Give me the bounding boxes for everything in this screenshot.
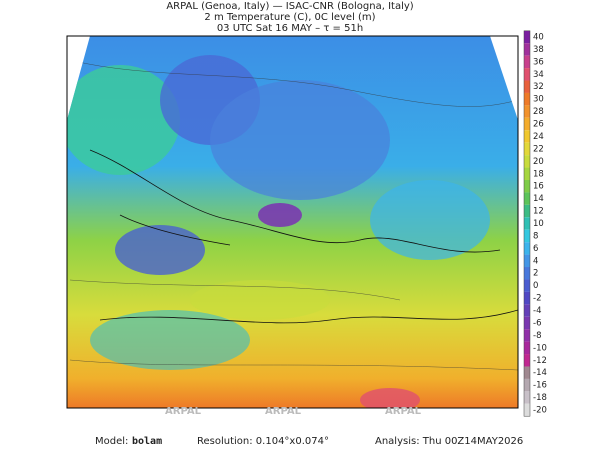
colorbar-cell [524,30,530,44]
colorbar-label: 16 [533,182,544,192]
footer-analysis: Analysis: Thu 00Z14MAY2026 [375,436,523,447]
colorbar-label: 18 [533,169,544,179]
colorbar-cell [524,192,530,205]
colorbar-cell [524,378,530,392]
watermark: ARPAL [265,406,302,417]
colorbar-cell [524,366,530,379]
colorbar-label: 40 [533,33,544,43]
map [67,36,518,408]
colorbar-cell [524,279,530,292]
colorbar-frame [523,30,531,417]
colorbar-cell [524,254,530,268]
colorbar-label: -20 [533,406,547,416]
colorbar-label: -10 [533,343,547,353]
colorbar-label: -12 [533,356,547,366]
colorbar-cell [524,68,530,81]
colorbar-cell [524,329,530,342]
colorbar-label: 22 [533,144,544,154]
colorbar-label: 38 [533,45,544,55]
colorbar-cell [524,179,530,193]
colorbar-label: -6 [533,318,541,328]
colorbar-label: 0 [533,281,538,291]
colorbar-label: -18 [533,393,547,403]
colorbar-label: 4 [533,256,538,266]
colorbar-cell [524,304,530,317]
colorbar-cell [524,403,530,417]
colorbar-cell [524,43,530,56]
colorbar-label: 24 [533,132,544,142]
colorbar-cell [524,130,530,143]
colorbar-cell [524,267,530,280]
colorbar-label: -14 [533,368,547,378]
colorbar-cell [524,117,530,131]
colorbar-cell [524,167,530,180]
footer-model-label: Model: [95,436,128,447]
colorbar-cell [524,242,530,255]
colorbar-label: 6 [533,244,538,254]
colorbar-label: 30 [533,95,544,105]
colorbar-label: -16 [533,381,547,391]
colorbar-label: 28 [533,107,544,117]
colorbar-label: 8 [533,231,538,241]
colorbar-label: 12 [533,207,544,217]
colorbar-label: 32 [533,82,544,92]
colorbar-cell [524,316,530,330]
colorbar-label: 20 [533,157,544,167]
colorbar-cell [524,142,530,156]
colorbar-label: -4 [533,306,541,316]
colorbar-cell [524,80,530,93]
colorbar: 4038363432302826242220181614121086420-2-… [523,30,547,417]
colorbar-cell [524,155,530,168]
header-line: ARPAL (Genoa, Italy) — ISAC-CNR (Bologna… [166,1,413,12]
colorbar-label: 26 [533,120,544,130]
header-line: 2 m Temperature (C), 0C level (m) [204,12,375,23]
map-frame [66,35,519,409]
colorbar-label: 36 [533,57,544,67]
colorbar-cell [524,92,530,106]
colorbar-cell [524,341,530,355]
colorbar-cell [524,204,530,218]
footer-model: bolam [132,436,162,447]
colorbar-cell [524,105,530,118]
colorbar-cell [524,55,530,69]
colorbar-label: -2 [533,294,541,304]
watermark: ARPAL [385,406,422,417]
colorbar-cell [524,217,530,230]
colorbar-cell [524,391,530,404]
colorbar-label: -8 [533,331,541,341]
colorbar-cell [524,354,530,367]
footer-resolution: Resolution: 0.104°x0.074° [197,436,329,447]
colorbar-label: 10 [533,219,544,229]
watermark: ARPAL [165,406,202,417]
header-line: 03 UTC Sat 16 MAY – τ = 51h [217,23,363,34]
colorbar-label: 14 [533,194,544,204]
colorbar-cell [524,229,530,243]
colorbar-label: 34 [533,70,544,80]
colorbar-cell [524,291,530,305]
colorbar-label: 2 [533,269,538,279]
